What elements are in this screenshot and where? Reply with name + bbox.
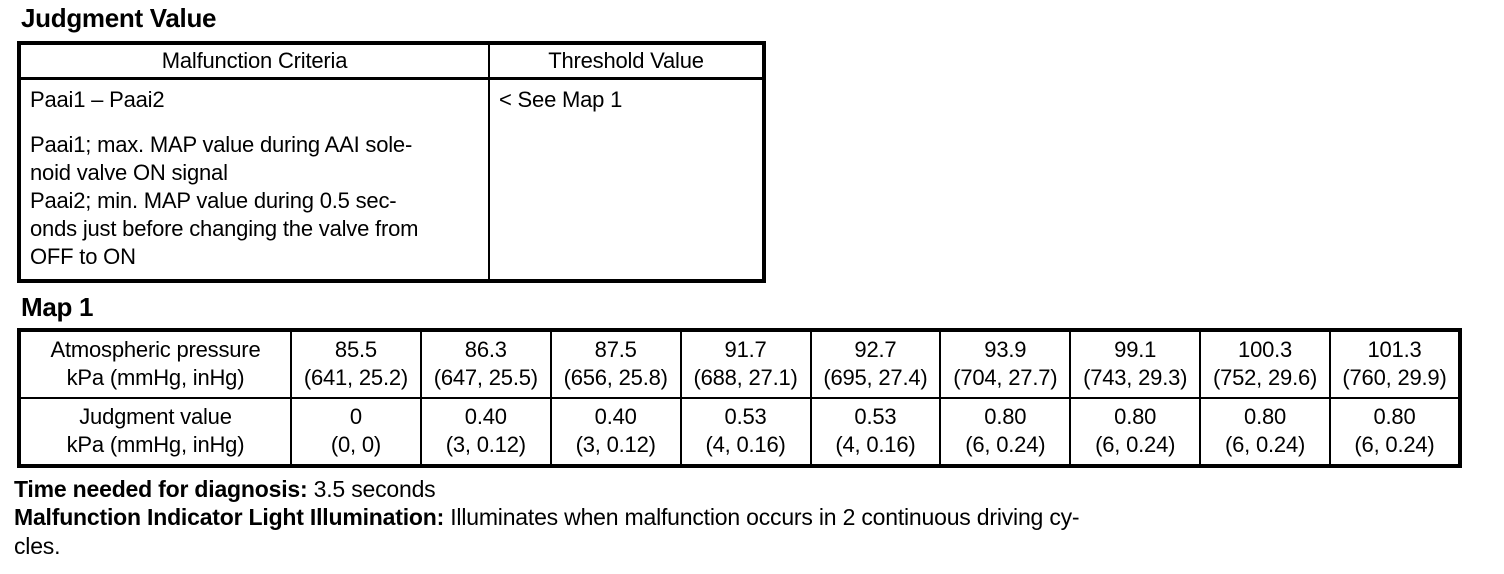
criteria-detail: Paai1; max. MAP value during AAI sole- n… <box>30 131 419 269</box>
atmospheric-pressure-row: Atmospheric pressure kPa (mmHg, inHg) 85… <box>18 328 1461 399</box>
malfunction-criteria-cell: Paai1 – Paai2 Paai1; max. MAP value duri… <box>19 78 489 281</box>
judgment-cell: 0.80 (6, 0.24) <box>1069 396 1202 467</box>
judgment-cell: 0.53 (4, 0.16) <box>809 396 942 467</box>
pressure-cell: 101.3 (760, 29.9) <box>1329 328 1461 399</box>
judgment-cell: 0.40 (3, 0.12) <box>549 396 682 467</box>
malfunction-criteria-header: Malfunction Criteria <box>19 43 489 80</box>
threshold-value-header: Threshold Value <box>488 43 764 80</box>
judgment-value-row: Judgment value kPa (mmHg, inHg) 0 (0, 0)… <box>18 396 1461 467</box>
judgment-value-label: Judgment value kPa (mmHg, inHg) <box>18 396 292 467</box>
judgment-table-body-row: Paai1 – Paai2 Paai1; max. MAP value duri… <box>19 78 764 281</box>
mil-illumination-label: Malfunction Indicator Light Illumination… <box>14 504 445 530</box>
judgment-cell: 0.80 (6, 0.24) <box>1329 396 1461 467</box>
judgment-value-heading: Judgment Value <box>21 3 217 33</box>
mil-illumination-line: Malfunction Indicator Light Illumination… <box>14 503 1500 532</box>
judgment-cell: 0.80 (6, 0.24) <box>1199 396 1331 467</box>
time-needed-label: Time needed for diagnosis: <box>14 475 308 502</box>
pressure-cell: 85.5 (641, 25.2) <box>290 328 422 399</box>
pressure-cell: 100.3 (752, 29.6) <box>1199 328 1331 399</box>
mil-illumination-value: Illuminates when malfunction occurs in 2… <box>444 504 1080 530</box>
judgment-cell: 0 (0, 0) <box>290 396 422 467</box>
pressure-cell: 99.1 (743, 29.3) <box>1069 328 1202 399</box>
map1-heading: Map 1 <box>21 291 94 322</box>
footer-notes: Time needed for diagnosis: 3.5 seconds M… <box>14 475 1500 561</box>
atmospheric-pressure-label: Atmospheric pressure kPa (mmHg, inHg) <box>18 328 292 399</box>
judgment-cell: 0.80 (6, 0.24) <box>939 396 1072 467</box>
time-needed-value: 3.5 seconds <box>307 475 436 502</box>
threshold-value-cell: < See Map 1 <box>488 78 764 281</box>
mil-illumination-continuation: cles. <box>14 532 61 559</box>
judgment-value-table: Malfunction Criteria Threshold Value Paa… <box>17 41 766 283</box>
time-needed-line: Time needed for diagnosis: 3.5 seconds <box>14 475 1500 504</box>
judgment-table-header-row: Malfunction Criteria Threshold Value <box>19 43 764 80</box>
pressure-cell: 93.9 (704, 27.7) <box>939 328 1072 399</box>
pressure-cell: 87.5 (656, 25.8) <box>549 328 682 399</box>
pressure-cell: 86.3 (647, 25.5) <box>419 328 552 399</box>
map1-table: Atmospheric pressure kPa (mmHg, inHg) 85… <box>17 327 1462 468</box>
judgment-cell: 0.53 (4, 0.16) <box>679 396 812 467</box>
judgment-cell: 0.40 (3, 0.12) <box>419 396 552 467</box>
pressure-cell: 92.7 (695, 27.4) <box>809 328 942 399</box>
manual-page: Judgment Value Malfunction Criteria Thre… <box>14 3 1500 561</box>
criteria-title: Paai1 – Paai2 <box>30 86 165 112</box>
pressure-cell: 91.7 (688, 27.1) <box>679 328 812 399</box>
